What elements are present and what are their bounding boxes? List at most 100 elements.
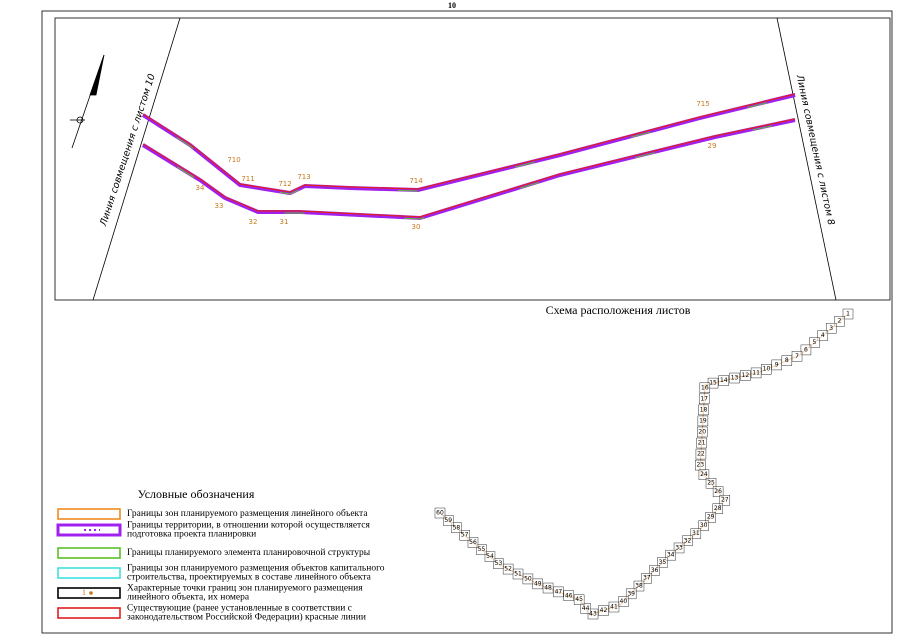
sheet-cell [542,582,554,594]
sheet-number: 38 [635,583,643,590]
join-line-right [776,17,837,301]
sheet-number: 16 [701,384,709,391]
legend-item-text: Границы зон планируемого размещения лине… [127,508,368,519]
sheet-number: 46 [565,592,573,599]
point-label: 32 [249,218,258,226]
sheet-cell [842,308,854,320]
sheet-cell [750,367,762,379]
legend-swatch [56,523,122,537]
point-label: 31 [280,218,289,226]
sheet-number: 17 [700,395,708,402]
sheet-number: 55 [478,546,486,553]
sheet-number: 7 [795,353,799,360]
point-label: 34 [196,184,205,192]
legend-swatch [57,508,121,520]
sheet-number: 1 [846,311,850,318]
route-purple [141,118,796,221]
sheet-cell [563,590,574,601]
sheet-cell [657,557,668,568]
sheet-number: 35 [659,559,667,566]
sheet-number: 51 [514,571,522,578]
sheet-number: 49 [534,580,542,587]
sheet-number: 11 [752,369,760,376]
sheet-cell [695,448,707,460]
sheet-number: 31 [692,530,700,537]
sheet-number: 52 [504,566,512,573]
page-number: 10 [448,1,456,10]
legend-sample-label: 1 [82,588,86,597]
sheet-cell [825,323,837,334]
sheet-number: 56 [469,539,477,546]
sheet-cell [641,573,652,584]
sheet-number: 8 [785,357,789,364]
sheet-cell [553,586,564,598]
sheet-cell [673,542,685,554]
sheet-cell [697,426,708,438]
sheet-cell [467,537,479,548]
sheet-cell [697,415,709,427]
sheet-number: 14 [720,377,728,384]
sheet-cell [698,469,710,480]
sheet-number: 23 [696,462,704,469]
sheet-number: 40 [620,598,628,605]
sheet-number: 21 [698,440,706,447]
sheet-cell [633,580,645,592]
sheet-number: 45 [575,596,583,603]
sheet-number: 41 [610,604,618,611]
sheet-number: 27 [721,497,729,504]
sheet-cell [696,437,707,449]
north-arrow [70,54,105,149]
sheet-number: 58 [453,524,461,531]
sheet-number: 39 [627,590,635,597]
sheet-number: 53 [495,560,503,567]
sheet-cell [625,588,637,600]
point-label: 713 [297,173,310,181]
join-line-left [92,17,181,301]
legend-swatch [57,587,121,599]
sheet-number: 42 [600,607,608,614]
sheet-cell [434,507,446,519]
sheet-number: 10 [763,366,771,373]
sheet-cell [459,529,470,541]
legend-swatch [57,547,121,559]
sheet-cell [682,535,693,546]
sheet-scheme: 1234567891011121314151617181920212223242… [434,308,854,620]
point-label: 29 [708,142,717,150]
sheet-number: 60 [436,510,444,517]
sheet-cell [698,393,710,405]
legend-item-text: Границы территории, в отношении которой … [127,520,371,540]
sheet-cell [705,512,716,523]
routes [141,93,796,221]
sheet-number: 4 [821,332,825,339]
route-green [142,120,796,220]
point-label: 712 [278,180,291,188]
sheet-cell [712,503,723,514]
sheet-cell [761,364,772,375]
sheet-number: 12 [742,372,750,379]
legend: Границы зон планируемого размещения лине… [56,508,385,623]
legend-item-text: Характерные точки границ зон планируемог… [127,584,363,603]
sheet-number: 13 [731,375,739,382]
sheet-number: 9 [775,361,779,368]
join-label-right: Линия совмещения с листом 8 [793,73,836,226]
sheet-cell [649,565,660,576]
sheet-cell [834,315,845,327]
sheet-cell [705,478,717,489]
sheet-number: 20 [698,428,706,435]
sheet-number: 29 [707,514,715,521]
sheet-number: 33 [675,544,683,551]
sheet-cell [817,330,828,341]
legend-title: Условные обозначения [138,487,255,501]
sheet-cell [740,370,751,381]
sheet-number: 3 [829,325,833,332]
sheet-cell [618,596,629,607]
sheet-cell [587,608,599,620]
sheet-cell [443,515,454,526]
sheet-number: 43 [589,611,597,618]
page-frame [41,10,893,634]
sheet-cell [502,563,514,575]
legend-sample-dot [89,591,93,595]
legend-swatch [57,607,121,619]
sheet-cell [699,382,711,394]
sheet-number: 24 [700,471,708,478]
